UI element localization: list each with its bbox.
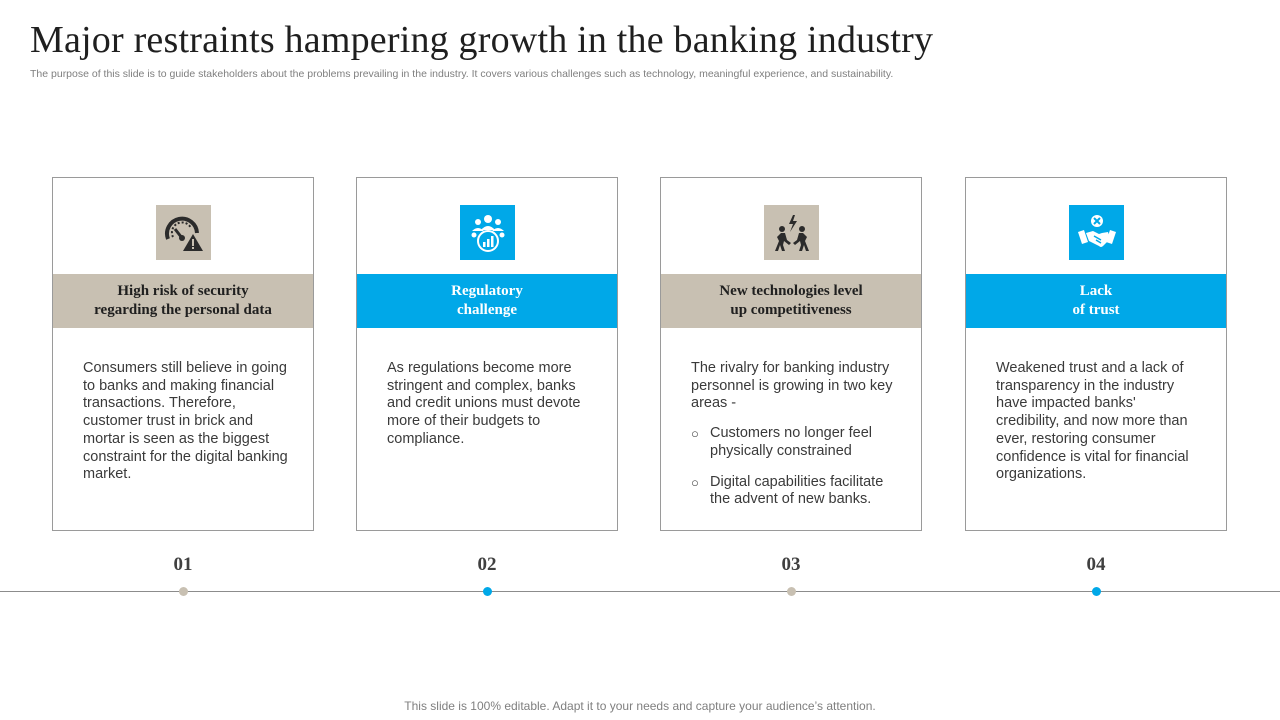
- card-heading: Lack of trust: [1072, 283, 1120, 318]
- card-lack-of-trust: Lack of trust Weakened trust and a lack …: [965, 177, 1227, 531]
- card-heading: New technologies level up competitivenes…: [719, 283, 863, 318]
- timeline-dot: [1092, 587, 1101, 596]
- bullet-circle-icon: ○: [691, 426, 699, 442]
- page-title: Major restraints hampering growth in the…: [30, 19, 934, 61]
- list-item: ○ Digital capabilities facilitate the adv…: [691, 474, 897, 509]
- step-number-02: 02: [477, 554, 497, 575]
- card-heading-band: New technologies level up competitivenes…: [661, 274, 921, 328]
- card-body: Consumers still believe in going to bank…: [83, 360, 289, 484]
- card-regulatory-challenge: Regulatory challenge As regulations beco…: [356, 177, 618, 531]
- team-growth-chart-icon: [471, 214, 504, 252]
- timeline-dot: [483, 587, 492, 596]
- icon-tile: [460, 205, 515, 260]
- icon-tile: [764, 205, 819, 260]
- card-body-text: Consumers still believe in going to bank…: [83, 360, 288, 483]
- timeline-dot: [787, 587, 796, 596]
- bullet-text: Digital capabilities facilitate the adve…: [710, 473, 884, 508]
- timeline-dot: [179, 587, 188, 596]
- card-body: As regulations become more stringent and…: [387, 360, 593, 449]
- card-heading-band: Lack of trust: [966, 274, 1226, 328]
- footer-note: This slide is 100% editable. Adapt it to…: [404, 699, 876, 713]
- step-number-03: 03: [781, 554, 801, 575]
- card-new-technologies: New technologies level up competitivenes…: [660, 177, 922, 531]
- list-item: ○ Customers no longer feel physically con…: [691, 425, 897, 460]
- page-subtitle: The purpose of this slide is to guide st…: [30, 68, 894, 80]
- bullet-circle-icon: ○: [691, 474, 699, 490]
- card-heading: High risk of security regarding the pers…: [94, 283, 272, 318]
- card-body: The rivalry for banking industry personn…: [691, 360, 897, 522]
- broken-trust-handshake-icon: [1077, 214, 1116, 247]
- timeline-line: [0, 591, 1280, 592]
- card-body: Weakened trust and a lack of transparenc…: [996, 360, 1202, 484]
- step-number-04: 04: [1086, 554, 1106, 575]
- card-heading-band: High risk of security regarding the pers…: [53, 274, 313, 328]
- icon-tile: [1069, 205, 1124, 260]
- icon-tile: [156, 205, 211, 260]
- card-heading: Regulatory challenge: [451, 283, 523, 318]
- speedometer-warning-icon: [164, 216, 203, 251]
- card-body-text: The rivalry for banking industry personn…: [691, 360, 893, 412]
- people-competition-icon: [774, 214, 809, 251]
- card-security-risk: High risk of security regarding the pers…: [52, 177, 314, 531]
- bullet-list: ○ Customers no longer feel physically con…: [691, 425, 897, 509]
- step-number-01: 01: [173, 554, 193, 575]
- card-body-text: As regulations become more stringent and…: [387, 360, 581, 447]
- card-heading-band: Regulatory challenge: [357, 274, 617, 328]
- card-body-text: Weakened trust and a lack of transparenc…: [996, 360, 1189, 483]
- bullet-text: Customers no longer feel physically cons…: [710, 425, 872, 459]
